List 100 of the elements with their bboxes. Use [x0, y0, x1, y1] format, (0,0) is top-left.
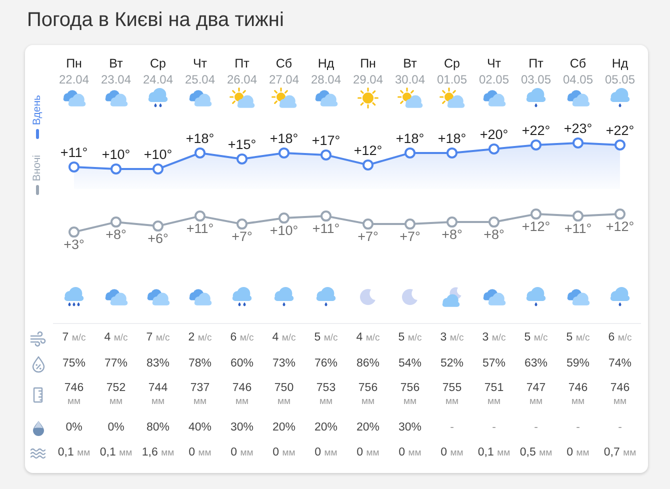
text: - [618, 422, 622, 434]
text: 751 мм [484, 382, 504, 407]
text: 747 мм [526, 382, 546, 407]
point [488, 143, 500, 154]
x-tick-label: Пн 29.04 [352, 56, 384, 86]
data-label: +11° [60, 144, 88, 160]
point [68, 226, 80, 238]
text: 750 мм [274, 382, 294, 407]
text: 746 мм [610, 382, 630, 407]
text: 76% [314, 358, 338, 370]
point [152, 220, 164, 232]
text: 0,5 мм [520, 446, 552, 458]
data-label: +12° [354, 142, 382, 158]
text: 2 м/с [188, 332, 212, 344]
text: 756 мм [358, 382, 378, 407]
data-label: +18° [270, 130, 298, 146]
data-label: +20° [480, 126, 508, 142]
x-tick-label: Чт 25.04 [184, 56, 216, 86]
text: 0 мм [272, 446, 296, 458]
x-tick-label: Пн 22.04 [58, 56, 90, 86]
x-tick-label: Вт 30.04 [394, 56, 426, 86]
text: 3 м/с [440, 332, 464, 344]
text: 5 м/с [566, 332, 590, 344]
data-label: +22° [606, 122, 634, 138]
point [446, 147, 458, 158]
point [572, 137, 584, 148]
data-label: +18° [186, 130, 214, 146]
chart-title: Погода в Києві на два тижні [27, 8, 284, 32]
x-tick-label: Пт 03.05 [520, 56, 552, 86]
text: 744 мм [148, 382, 168, 407]
text: 0% [66, 422, 82, 434]
point [362, 159, 374, 170]
data-label: +8° [442, 226, 462, 242]
text: 60% [230, 358, 254, 370]
point [110, 163, 122, 174]
text: 0,1 мм [478, 446, 510, 458]
point [110, 216, 122, 228]
text: 0 мм [356, 446, 380, 458]
x-tick-label: Ср 24.04 [142, 56, 174, 86]
text: 6 м/с [608, 332, 632, 344]
x-tick-label: Чт 02.05 [478, 56, 510, 86]
data-label: +18° [396, 130, 424, 146]
point [530, 208, 542, 220]
text: 75% [62, 358, 86, 370]
text: - [450, 422, 454, 434]
point [614, 139, 626, 150]
data-label: +11° [564, 220, 592, 236]
text: - [576, 422, 580, 434]
text: 0 мм [566, 446, 590, 458]
text: 30% [398, 422, 422, 434]
point [362, 218, 374, 230]
text: 4 м/с [272, 332, 296, 344]
text: 20% [356, 422, 380, 434]
text: 59% [566, 358, 590, 370]
data-label: +15° [228, 136, 256, 152]
text: 6 м/с [230, 332, 254, 344]
text: 74% [608, 358, 632, 370]
x-tick-label: Сб 27.04 [268, 56, 300, 86]
data-label: +10° [270, 222, 298, 238]
data-label: +12° [522, 218, 550, 234]
point [320, 149, 332, 160]
data-label: +23° [564, 120, 592, 136]
text: 78% [188, 358, 212, 370]
point [404, 147, 416, 158]
data-label: +10° [144, 146, 172, 162]
text: 0 мм [314, 446, 338, 458]
text: 4 м/с [104, 332, 128, 344]
point [68, 161, 80, 172]
point [152, 163, 164, 174]
text: 52% [440, 358, 464, 370]
legend-label: Вдень [31, 95, 43, 126]
text: 5 м/с [398, 332, 422, 344]
text: 80% [146, 422, 170, 434]
x-tick-label: Нд 28.04 [310, 56, 342, 86]
text: 20% [314, 422, 338, 434]
text: 5 м/с [314, 332, 338, 344]
text: 752 мм [106, 382, 126, 407]
text: 86% [356, 358, 380, 370]
text: 746 мм [64, 382, 84, 407]
text: 0 мм [398, 446, 422, 458]
point [446, 216, 458, 228]
data-label: +18° [438, 130, 466, 146]
text: 1,6 мм [142, 446, 174, 458]
point [614, 208, 626, 220]
text: 20% [272, 422, 296, 434]
text: 755 мм [442, 382, 462, 407]
data-label: +10° [102, 146, 130, 162]
text: 57% [482, 358, 506, 370]
data-label: +8° [106, 226, 126, 242]
text: 4 м/с [356, 332, 380, 344]
text: - [534, 422, 538, 434]
point [278, 212, 290, 224]
data-label: +7° [400, 228, 420, 244]
text: 753 мм [316, 382, 336, 407]
text: 83% [146, 358, 170, 370]
point [236, 153, 248, 164]
data-label: +7° [232, 228, 252, 244]
x-tick-label: Ср 01.05 [436, 56, 468, 86]
point [320, 210, 332, 222]
text: 7 м/с [62, 332, 86, 344]
